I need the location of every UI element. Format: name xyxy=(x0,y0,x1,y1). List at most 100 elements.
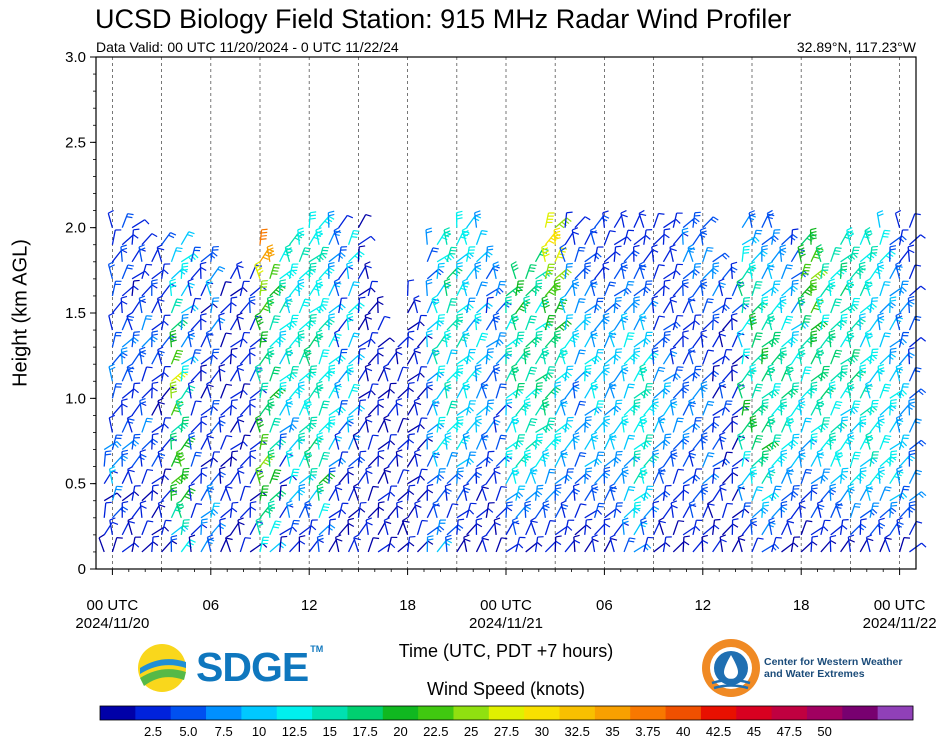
wind-barb xyxy=(200,384,214,399)
wind-barb xyxy=(121,388,139,399)
wind-barb xyxy=(846,380,855,399)
wind-barb xyxy=(210,348,220,365)
colorbar-swatch xyxy=(170,706,207,720)
wind-barb xyxy=(662,453,678,467)
wind-barb xyxy=(859,303,877,314)
wind-barb xyxy=(613,265,629,280)
y-tick-label: 0.5 xyxy=(65,476,86,493)
wind-barb xyxy=(249,491,268,502)
wind-barb xyxy=(849,297,861,314)
wind-barb xyxy=(682,484,690,501)
wind-barb xyxy=(318,318,335,331)
wind-barb xyxy=(269,315,281,331)
colorbar-tick-label: 45 xyxy=(747,724,761,739)
wind-barb xyxy=(544,417,556,433)
wind-barb xyxy=(111,383,123,399)
wind-barb xyxy=(879,507,897,519)
wind-barb xyxy=(200,467,208,484)
wind-barb xyxy=(879,281,891,297)
wind-barb xyxy=(387,402,403,416)
wind-barb xyxy=(877,415,885,433)
wind-barb xyxy=(239,485,251,501)
wind-barb xyxy=(820,314,830,331)
wind-barb xyxy=(669,346,677,365)
wind-barb xyxy=(151,453,166,467)
colorbar-swatch xyxy=(665,706,702,720)
wind-barb xyxy=(249,388,267,399)
wind-barb xyxy=(334,380,342,399)
wind-barb xyxy=(749,363,757,382)
wind-barb xyxy=(623,332,635,348)
wind-barb xyxy=(869,265,885,280)
wind-barb xyxy=(446,472,464,485)
wind-barb xyxy=(786,465,794,484)
wind-barb xyxy=(879,434,892,450)
wind-barb xyxy=(141,263,153,280)
wind-barb xyxy=(908,264,922,280)
wind-barb xyxy=(751,280,763,297)
wind-barb xyxy=(160,417,172,433)
wind-barb xyxy=(210,245,219,262)
wind-barb xyxy=(721,297,732,314)
wind-barb xyxy=(220,332,232,348)
wind-barb xyxy=(761,296,769,314)
wind-barb xyxy=(602,364,610,382)
wind-barb xyxy=(879,486,892,501)
wind-barb xyxy=(200,313,207,331)
wind-barb xyxy=(584,518,593,535)
wind-barb xyxy=(397,490,415,502)
wind-barb xyxy=(200,518,208,535)
wind-barb xyxy=(220,456,238,468)
wind-barb xyxy=(603,415,610,433)
wind-barb xyxy=(633,521,648,536)
wind-barb xyxy=(151,330,159,348)
wind-barb xyxy=(377,440,396,451)
wind-barb xyxy=(180,231,195,246)
wind-barb xyxy=(869,522,886,536)
wind-barb xyxy=(847,483,855,501)
wind-barb xyxy=(810,371,829,382)
wind-barb xyxy=(603,230,616,245)
wind-barb xyxy=(304,500,312,518)
colorbar-swatch xyxy=(771,706,808,720)
wind-barb xyxy=(554,474,573,485)
wind-barb xyxy=(377,469,392,484)
wind-barb xyxy=(574,400,587,416)
wind-barb xyxy=(602,261,610,279)
wind-barb xyxy=(328,303,346,314)
wind-barb xyxy=(425,227,433,245)
wind-barb xyxy=(564,365,574,382)
colorbar-swatch xyxy=(736,706,773,720)
wind-barb xyxy=(446,267,463,280)
wind-barb xyxy=(663,270,681,280)
wind-barb xyxy=(230,287,248,297)
wind-barb xyxy=(572,329,580,348)
wind-barb xyxy=(475,466,482,484)
wind-barb xyxy=(446,400,458,416)
wind-barb xyxy=(847,534,855,553)
wind-barb xyxy=(572,483,580,501)
wind-barb xyxy=(719,483,726,501)
wind-barb xyxy=(652,500,660,518)
wind-barb xyxy=(170,483,178,501)
wind-barb xyxy=(131,228,140,245)
wind-barb xyxy=(865,534,873,553)
wind-barb xyxy=(702,246,714,263)
wind-barb xyxy=(830,349,843,365)
wind-barb xyxy=(771,485,782,501)
wind-barb xyxy=(869,451,879,467)
wind-barb xyxy=(407,423,425,434)
wind-barb xyxy=(790,279,799,296)
wind-barb xyxy=(780,398,788,416)
wind-barb xyxy=(559,295,567,314)
wind-barb xyxy=(348,302,365,314)
wind-barb xyxy=(554,217,572,229)
wind-barb xyxy=(554,525,573,536)
wind-barb xyxy=(431,295,440,314)
wind-barb xyxy=(736,380,746,399)
x-tick-label: 12 xyxy=(694,597,711,614)
wind-barb xyxy=(495,537,508,553)
wind-barb xyxy=(748,261,757,279)
wind-barb xyxy=(239,455,256,468)
wind-barb xyxy=(810,381,818,399)
